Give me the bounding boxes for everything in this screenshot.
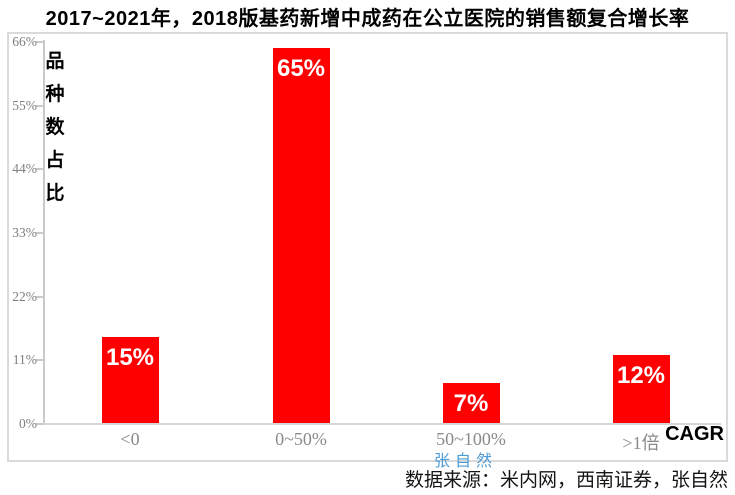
x-category-label: <0 — [120, 429, 140, 449]
y-tick-mark — [36, 168, 44, 171]
chart-title: 2017~2021年，2018版基药新增中成药在公立医院的销售额复合增长率 — [45, 8, 690, 30]
x-axis-line — [43, 423, 721, 425]
y-tick-mark — [36, 232, 44, 234]
y-tick-mark — [36, 41, 44, 43]
bar-value-label: 65% — [276, 55, 326, 82]
bar: 15% — [101, 337, 159, 424]
bar-value-label: 15% — [105, 344, 155, 371]
bar: 7% — [442, 383, 500, 424]
y-tick-label: 0% — [19, 416, 37, 431]
bar: 65% — [272, 48, 330, 424]
bar-value-label: 12% — [616, 362, 666, 389]
plot-frame: 品种数占比 0% 11% 22% 33% 44% 55% 66% 15% 65% 7% 12% <… — [7, 32, 728, 462]
y-tick-mark — [36, 104, 44, 107]
bar: 12% — [612, 355, 670, 424]
bar-value-label: 7% — [453, 390, 489, 417]
y-tick-label: 66% — [12, 34, 37, 49]
y-tick-mark — [36, 423, 44, 425]
x-category-label: 0~50% — [275, 429, 327, 449]
y-tick-label: 11% — [12, 352, 37, 368]
x-axis-title: CAGR — [665, 423, 724, 445]
y-axis-title: 品种数占比 — [45, 51, 65, 204]
y-tick-label: 55% — [12, 97, 37, 113]
watermark-text: 张自然 — [434, 453, 498, 470]
y-tick-label: 22% — [12, 288, 37, 304]
y-tick-label: 44% — [12, 161, 37, 177]
y-tick-label: 33% — [12, 225, 37, 240]
y-axis-line — [43, 40, 45, 425]
y-tick-mark — [36, 359, 44, 362]
x-category-label: 50~100% — [436, 429, 506, 449]
source-note: 数据来源：米内网，西南证券，张自然 — [404, 470, 728, 491]
x-category-label: >1倍 — [622, 433, 660, 453]
y-tick-mark — [36, 295, 44, 298]
